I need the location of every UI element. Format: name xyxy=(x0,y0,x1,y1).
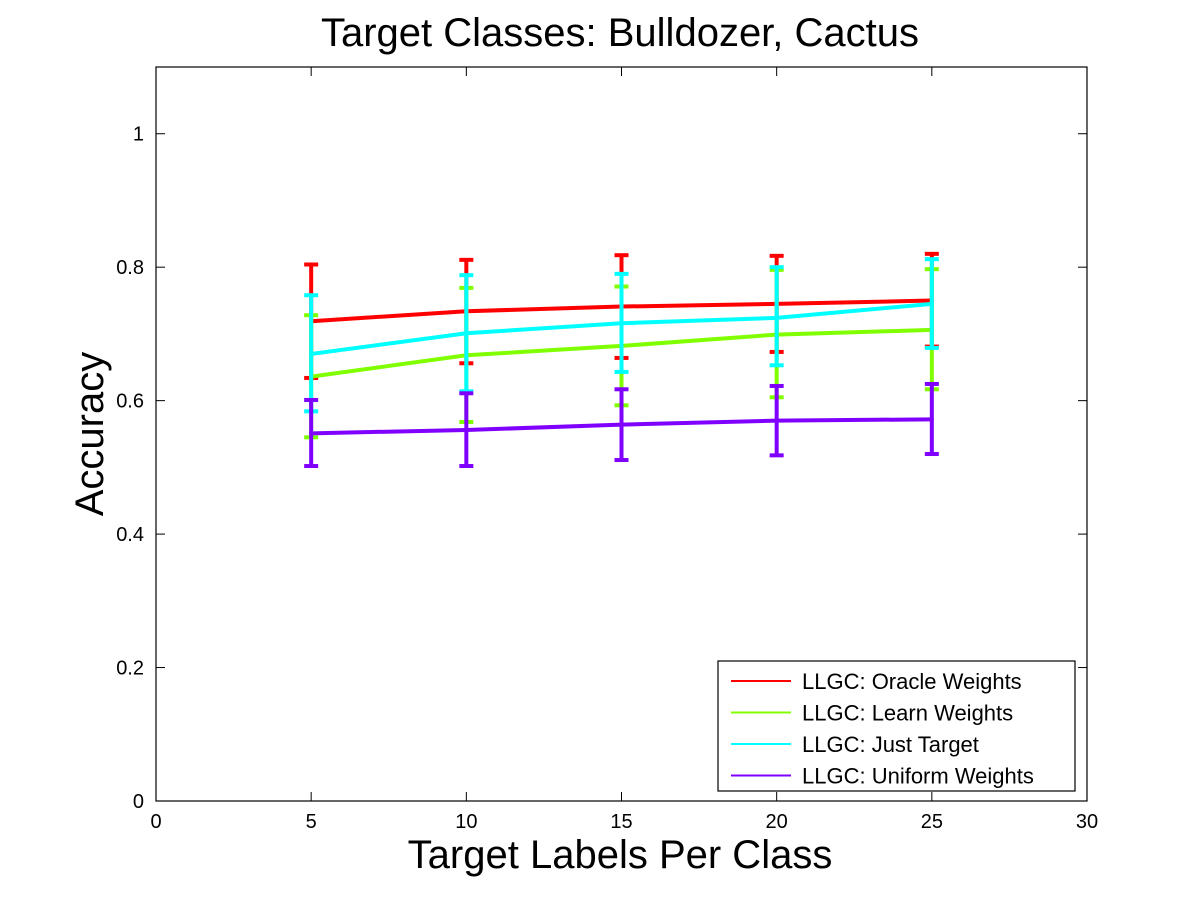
legend-box xyxy=(717,660,1076,792)
data-point xyxy=(309,351,314,356)
y-tick-label: 0 xyxy=(133,791,144,813)
data-point xyxy=(774,418,779,423)
y-tick-label: 0.8 xyxy=(116,257,144,279)
x-tick-label: 5 xyxy=(306,811,317,833)
data-point xyxy=(619,422,624,427)
data-point xyxy=(464,427,469,432)
data-point xyxy=(464,331,469,336)
data-point xyxy=(929,301,934,306)
x-axis-label: Target Labels Per Class xyxy=(408,833,833,877)
legend-label: LLGC: Just Target xyxy=(802,732,979,757)
data-point xyxy=(619,321,624,326)
x-tick-label: 15 xyxy=(610,811,632,833)
y-tick-label: 0.2 xyxy=(116,658,144,680)
legend-label: LLGC: Learn Weights xyxy=(802,701,1013,726)
data-point xyxy=(309,431,314,436)
axes: 0 5 10 15 20 25 30 0 0.2 0.4 0.6 0.8 1 xyxy=(116,66,1098,833)
x-tick-label: 10 xyxy=(455,811,477,833)
series-layer xyxy=(304,251,939,469)
chart-title: Target Classes: Bulldozer, Cactus xyxy=(321,11,919,55)
x-tick-label: 0 xyxy=(150,811,161,833)
x-tick-label: 30 xyxy=(1076,811,1098,833)
legend-label: LLGC: Oracle Weights xyxy=(802,669,1022,694)
x-tick-label: 25 xyxy=(921,811,943,833)
y-axis-label: Accuracy xyxy=(68,352,112,517)
legend: LLGC: Oracle Weights LLGC: Learn Weights L… xyxy=(717,660,1076,792)
legend-label: LLGC: Uniform Weights xyxy=(802,764,1034,789)
y-tick-label: 0.6 xyxy=(116,391,144,413)
y-tick-label: 0.4 xyxy=(116,524,144,546)
data-point xyxy=(929,417,934,422)
y-tick-label: 1 xyxy=(133,124,144,146)
x-tick-label: 20 xyxy=(766,811,788,833)
data-point xyxy=(774,315,779,320)
series xyxy=(304,381,939,469)
